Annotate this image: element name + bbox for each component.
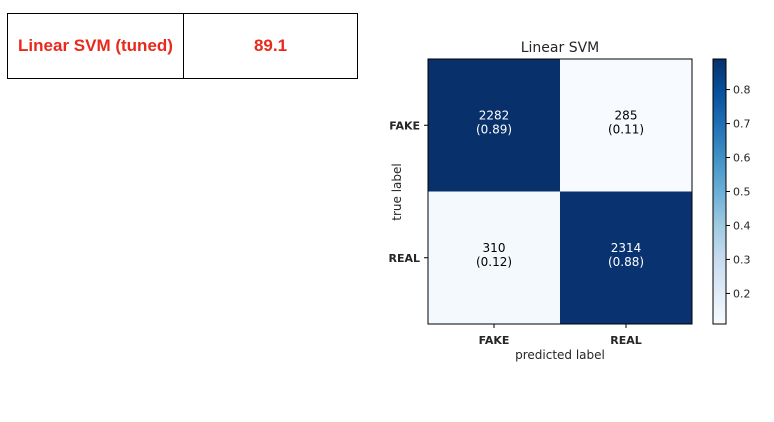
heatmap-cells [428, 59, 692, 324]
colorbar-tick-label: 0.3 [733, 253, 751, 266]
colorbar-tick-label: 0.4 [733, 219, 751, 232]
cell-count-label: 2314 [611, 241, 642, 255]
heatmap-cell [428, 59, 560, 192]
plot-frame [427, 58, 693, 325]
y-tick-label: FAKE [389, 119, 420, 132]
heatmap-cell [560, 191, 692, 324]
cell-count-label: 310 [483, 241, 506, 255]
model-name-cell: Linear SVM (tuned) [7, 13, 184, 79]
y-axis-ticks: FAKE REAL [388, 119, 428, 265]
y-tick-label: REAL [388, 252, 420, 265]
cell-normalized-label: (0.11) [608, 122, 644, 136]
chart-title: Linear SVM [521, 40, 600, 56]
table-row: Linear SVM (tuned) 89.1 [7, 13, 358, 79]
heatmap-cell [428, 191, 560, 324]
cell-normalized-label: (0.88) [608, 255, 644, 269]
x-tick-label: FAKE [479, 334, 510, 347]
cell-normalized-label: (0.89) [476, 122, 512, 136]
heatmap-cell [560, 59, 692, 192]
colorbar-ticks: 0.2 0.3 0.4 0.5 0.6 0.7 0.8 [726, 84, 751, 300]
colorbar-tick-label: 0.7 [733, 118, 751, 131]
x-axis-ticks: FAKE REAL [479, 324, 642, 347]
y-axis-label: true label [390, 163, 404, 220]
colorbar-tick-label: 0.5 [733, 186, 751, 199]
heatmap-cell-labels: 2282(0.89) 285(0.11) 310(0.12) 2314(0.88) [476, 108, 644, 269]
colorbar [712, 58, 727, 325]
x-axis-label: predicted label [515, 348, 605, 362]
colorbar-tick-label: 0.8 [733, 84, 751, 97]
cell-normalized-label: (0.12) [476, 255, 512, 269]
x-tick-label: REAL [610, 334, 642, 347]
colorbar-tick-label: 0.2 [733, 287, 751, 300]
score-cell: 89.1 [183, 13, 358, 79]
cell-count-label: 2282 [479, 108, 510, 122]
cell-count-label: 285 [615, 108, 638, 122]
results-table: Linear SVM (tuned) 89.1 [7, 13, 358, 79]
colorbar-tick-label: 0.6 [733, 152, 751, 165]
